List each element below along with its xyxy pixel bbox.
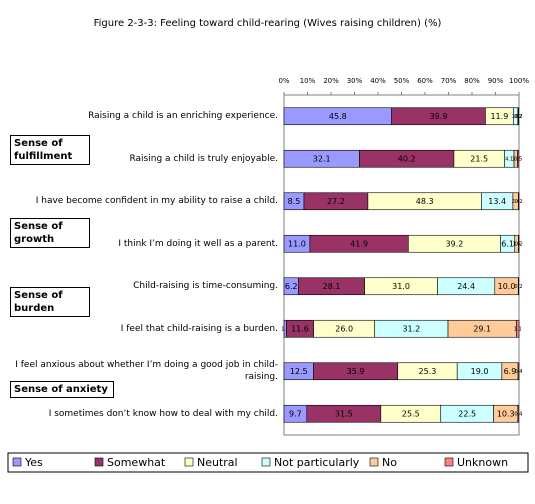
value-label: 45.8 bbox=[329, 112, 347, 121]
value-label: 11.9 bbox=[490, 112, 508, 121]
legend-swatch bbox=[369, 457, 379, 467]
value-label: 39.2 bbox=[445, 239, 463, 248]
value-label: 0.4 bbox=[515, 369, 523, 375]
value-label: 32.1 bbox=[313, 154, 331, 163]
x-tick-label: 90% bbox=[488, 77, 504, 85]
value-label: 40.2 bbox=[398, 154, 416, 163]
value-label: 28.1 bbox=[323, 282, 341, 291]
legend-swatch bbox=[261, 457, 271, 467]
plot-frame bbox=[283, 94, 520, 436]
value-label: 22.5 bbox=[458, 409, 476, 418]
value-label: 0.2 bbox=[515, 284, 523, 290]
value-label: 1.5 bbox=[512, 156, 520, 162]
legend-label: Yes bbox=[24, 456, 43, 469]
value-label: 10.0 bbox=[498, 282, 516, 291]
legend-swatch bbox=[444, 457, 454, 467]
legend-label: Not particularly bbox=[274, 456, 360, 469]
value-label: 26.0 bbox=[335, 324, 353, 333]
x-tick-label: 10% bbox=[300, 77, 316, 85]
value-label: 11.0 bbox=[288, 239, 306, 248]
category-label: I think I’m doing it well as a parent. bbox=[118, 238, 278, 249]
value-label: 6.9 bbox=[504, 367, 517, 376]
value-label: 6.2 bbox=[285, 282, 298, 291]
value-label: 0.2 bbox=[515, 114, 523, 120]
group-label: Sense of fulfillment bbox=[10, 135, 90, 165]
legend-swatch bbox=[94, 457, 104, 467]
value-label: 39.9 bbox=[430, 112, 448, 121]
value-label: 19.0 bbox=[471, 367, 489, 376]
category-label: I sometimes don’t know how to deal with … bbox=[48, 408, 278, 419]
value-label: 25.5 bbox=[402, 409, 420, 418]
x-tick-label: 40% bbox=[370, 77, 386, 85]
value-label: 31.2 bbox=[402, 324, 420, 333]
x-tick-label: 20% bbox=[323, 77, 339, 85]
value-label: 27.2 bbox=[327, 197, 345, 206]
value-label: 21.5 bbox=[470, 154, 488, 163]
category-label: Raising a child is truly enjoyable. bbox=[129, 153, 278, 164]
value-label: 48.3 bbox=[416, 197, 434, 206]
value-label: 2.4 bbox=[512, 199, 520, 205]
value-label: 9.7 bbox=[289, 409, 302, 418]
category-label: I have become confident in my ability to… bbox=[35, 196, 278, 207]
legend-label: No bbox=[382, 456, 397, 469]
legend-swatch bbox=[184, 457, 194, 467]
x-tick-label: 0% bbox=[278, 77, 289, 85]
group-label: Sense of anxiety bbox=[10, 381, 114, 398]
value-label: 31.5 bbox=[335, 409, 353, 418]
x-tick-label: 100% bbox=[509, 77, 529, 85]
legend-label: Neutral bbox=[197, 456, 238, 469]
bar-segment bbox=[517, 404, 520, 423]
category-label: I feel that child-raising is a burden. bbox=[120, 323, 278, 334]
value-label: 11.6 bbox=[291, 324, 309, 333]
value-label: 31.0 bbox=[392, 282, 410, 291]
value-label: 35.9 bbox=[347, 367, 365, 376]
value-label: 24.4 bbox=[457, 282, 475, 291]
x-tick-label: 60% bbox=[417, 77, 433, 85]
x-tick-label: 30% bbox=[347, 77, 363, 85]
value-label: 1.6 bbox=[513, 241, 521, 247]
category-label: I feel anxious about whether I’m doing a… bbox=[15, 360, 278, 383]
value-label: 10.3 bbox=[497, 409, 515, 418]
bar-segment bbox=[517, 149, 520, 168]
value-label: 1.0 bbox=[281, 326, 289, 332]
category-label: Raising a child is an enriching experien… bbox=[88, 111, 278, 122]
value-label: 8.5 bbox=[288, 197, 301, 206]
x-tick-label: 50% bbox=[394, 77, 410, 85]
x-tick-label: 80% bbox=[464, 77, 480, 85]
value-label: 41.9 bbox=[350, 239, 368, 248]
value-label: 0.5 bbox=[514, 156, 522, 162]
bar-segment bbox=[516, 319, 520, 338]
value-label: 1.1 bbox=[514, 326, 522, 332]
group-label: Sense of burden bbox=[10, 287, 90, 317]
value-label: 12.5 bbox=[290, 367, 308, 376]
category-label: Child-raising is time-consuming. bbox=[133, 281, 278, 292]
value-label: 25.3 bbox=[419, 367, 437, 376]
value-label: 6.1 bbox=[501, 239, 514, 248]
legend-label: Unknown bbox=[457, 456, 508, 469]
value-label: 0.4 bbox=[514, 411, 522, 417]
value-label: 29.1 bbox=[473, 324, 491, 333]
value-label: 13.4 bbox=[488, 197, 506, 206]
legend-swatch bbox=[12, 457, 22, 467]
x-tick-label: 70% bbox=[441, 77, 457, 85]
group-label: Sense of growth bbox=[10, 218, 90, 248]
legend-label: Somewhat bbox=[107, 456, 166, 469]
value-label: 1.9 bbox=[512, 114, 520, 120]
value-label: 0.2 bbox=[515, 199, 523, 205]
value-label: 4.1 bbox=[505, 156, 513, 162]
bar-segment bbox=[517, 362, 520, 381]
chart-title: Figure 2-3-3: Feeling toward child-reari… bbox=[93, 18, 442, 29]
value-label: 0.2 bbox=[515, 241, 523, 247]
